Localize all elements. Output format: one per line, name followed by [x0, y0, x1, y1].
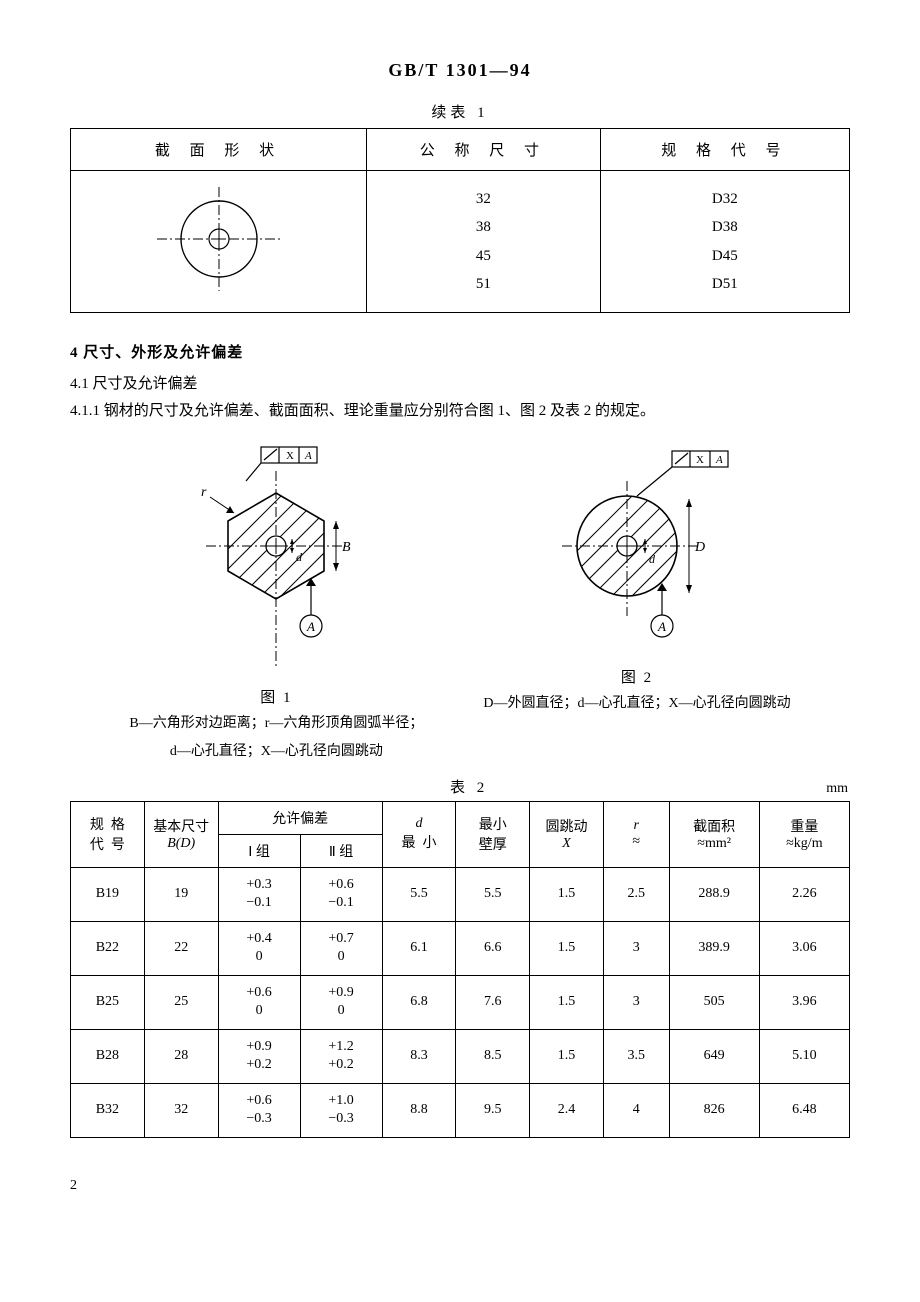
- figure-2: X A: [483, 441, 790, 764]
- circle-section-icon: [139, 179, 299, 299]
- t1-shape-cell: [71, 171, 367, 313]
- t2h-g2: Ⅱ 组: [329, 845, 353, 860]
- t1-code: D51: [605, 270, 845, 299]
- t1-size: 32: [371, 185, 596, 214]
- t2h-basic: 基本尺寸B(D): [153, 820, 209, 851]
- svg-text:r: r: [201, 485, 207, 500]
- t2h-x: 圆跳动X: [546, 820, 588, 851]
- figure-1: X A r: [129, 441, 423, 764]
- svg-text:B: B: [342, 540, 351, 555]
- svg-text:d: d: [649, 552, 656, 566]
- table-row: B2222+0.40+0.706.16.61.53389.93.06: [71, 921, 850, 975]
- fig1-caption: 图 1: [129, 686, 423, 707]
- fig2-desc: D—外圆直径；d—心孔直径；X—心孔径向圆跳动: [483, 693, 790, 715]
- t2h-spec: 规 格代 号: [90, 818, 125, 853]
- t1-code: D38: [605, 213, 845, 242]
- hexagon-diagram-icon: X A r: [146, 441, 406, 671]
- table2-unit: mm: [826, 781, 848, 797]
- t1-size: 51: [371, 270, 596, 299]
- table-row: B1919+0.3−0.1+0.6−0.15.55.51.52.5288.92.…: [71, 867, 850, 921]
- t2h-wall: 最小壁厚: [479, 818, 507, 853]
- table-row: B2828+0.9+0.2+1.2+0.28.38.51.53.56495.10: [71, 1029, 850, 1083]
- section-4-title: 4 尺寸、外形及允许偏差: [70, 341, 850, 362]
- t2h-w: 重量≈kg/m: [786, 820, 822, 851]
- t1-codes-cell: D32 D38 D45 D51: [600, 171, 849, 313]
- table1: 截 面 形 状 公 称 尺 寸 规 格 代 号 32 38: [70, 128, 850, 313]
- t1-h2: 公 称 尺 寸: [367, 129, 601, 171]
- t1-sizes-cell: 32 38 45 51: [367, 171, 601, 313]
- svg-text:D: D: [694, 540, 705, 555]
- t1-h3: 规 格 代 号: [600, 129, 849, 171]
- table-row: B2525+0.60+0.906.87.61.535053.96: [71, 975, 850, 1029]
- table2: 规 格代 号 基本尺寸B(D) 允许偏差 d最 小 最小壁厚 圆跳动X r≈ 截…: [70, 801, 850, 1138]
- t1-size: 38: [371, 213, 596, 242]
- table2-caption: 表 2: [112, 776, 826, 797]
- svg-text:A: A: [304, 450, 312, 462]
- t1-size: 45: [371, 242, 596, 271]
- circle-diagram-icon: X A: [517, 441, 757, 651]
- table1-caption: 续表 1: [70, 101, 850, 122]
- section-4-1: 4.1 尺寸及允许偏差: [70, 372, 850, 393]
- svg-text:X: X: [696, 454, 704, 466]
- fig1-desc2: d—心孔直径；X—心孔径向圆跳动: [129, 741, 423, 763]
- page-number: 2: [70, 1178, 850, 1194]
- svg-text:A: A: [306, 619, 315, 634]
- t2h-g1: Ⅰ 组: [248, 845, 270, 860]
- t1-code: D32: [605, 185, 845, 214]
- t2h-r: r≈: [632, 818, 640, 849]
- svg-text:A: A: [715, 454, 723, 466]
- svg-text:d: d: [296, 550, 303, 564]
- t2h-d: d最 小: [401, 816, 436, 851]
- svg-text:X: X: [286, 450, 294, 462]
- t1-code: D45: [605, 242, 845, 271]
- t1-h1: 截 面 形 状: [71, 129, 367, 171]
- t2h-tol: 允许偏差: [272, 812, 328, 827]
- svg-text:A: A: [657, 619, 666, 634]
- fig2-caption: 图 2: [483, 666, 790, 687]
- fig1-desc1: B—六角形对边距离；r—六角形顶角圆弧半径；: [129, 713, 423, 735]
- t2h-area: 截面积≈mm²: [693, 820, 735, 851]
- section-4-1-1: 4.1.1 钢材的尺寸及允许偏差、截面面积、理论重量应分别符合图 1、图 2 及…: [70, 399, 850, 423]
- doc-header: GB/T 1301—94: [70, 60, 850, 81]
- table-row: B3232+0.6−0.3+1.0−0.38.89.52.448266.48: [71, 1083, 850, 1137]
